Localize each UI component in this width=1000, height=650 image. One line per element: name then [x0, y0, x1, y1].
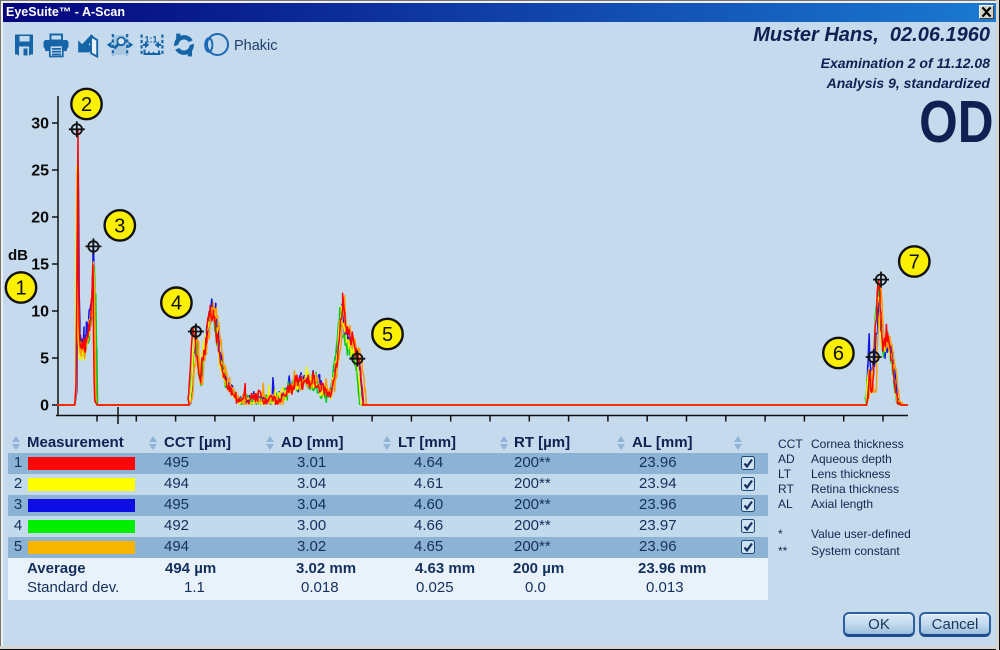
svg-text:7: 7: [909, 252, 920, 274]
svg-text:0: 0: [40, 398, 49, 415]
svg-text:4: 4: [171, 293, 182, 315]
svg-text:2: 2: [81, 94, 92, 116]
svg-text:dB: dB: [8, 247, 28, 264]
svg-text:1: 1: [15, 278, 26, 300]
svg-text:15: 15: [31, 257, 49, 274]
svg-text:20: 20: [31, 210, 49, 227]
svg-text:5: 5: [40, 351, 49, 368]
svg-text:5: 5: [382, 324, 393, 346]
svg-text:25: 25: [31, 163, 49, 180]
svg-text:1:1: 1:1: [144, 35, 157, 45]
svg-text:30: 30: [31, 116, 49, 133]
svg-text:6: 6: [833, 343, 844, 365]
svg-text:3: 3: [114, 215, 125, 237]
svg-text:10: 10: [31, 304, 49, 321]
